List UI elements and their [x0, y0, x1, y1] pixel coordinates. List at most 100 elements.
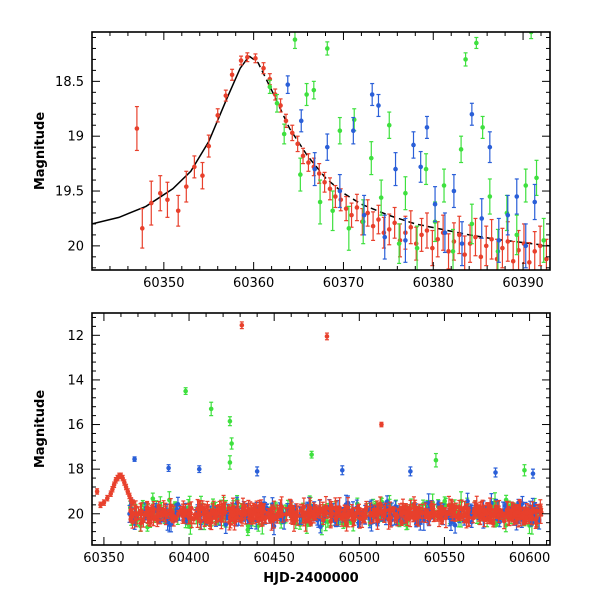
bottom-panel: 60350 60400 60450 60500 60550 60600 12 14 16 18 20…	[33, 312, 551, 586]
data-point-red	[386, 213, 392, 246]
data-point-green	[337, 116, 343, 145]
baseline-point-red	[207, 511, 213, 530]
data-point-red	[397, 223, 403, 258]
baseline-point-red	[221, 502, 226, 520]
data-point-blue	[479, 198, 485, 239]
baseline-point-red	[339, 508, 345, 527]
data-point-green	[495, 228, 501, 270]
data-point-red	[261, 62, 266, 75]
baseline-point-blue	[436, 500, 441, 507]
data-point-red	[306, 153, 311, 172]
baseline-point-red	[517, 500, 522, 516]
data-point-red	[238, 55, 244, 66]
data-point-blue	[369, 82, 375, 107]
baseline-point-red	[280, 506, 285, 523]
outlier-point-blue	[254, 466, 260, 477]
data-point-red	[365, 199, 370, 227]
y-tick-label: 14	[67, 373, 84, 388]
data-point-blue	[514, 178, 520, 215]
data-point-green	[423, 153, 429, 186]
data-point-blue	[469, 102, 475, 126]
baseline-point-red	[372, 504, 377, 518]
baseline-point-red	[444, 510, 449, 517]
baseline-point-red	[351, 515, 356, 523]
baseline-point-red	[287, 498, 293, 515]
data-point-blue	[298, 109, 304, 133]
baseline-point-red	[355, 505, 361, 512]
data-point-blue	[312, 152, 318, 187]
model-curve-rise	[92, 55, 250, 225]
data-point-green	[523, 168, 529, 203]
x-tick-label: 60450	[253, 551, 294, 566]
outlier-point-blue	[166, 464, 171, 472]
data-point-red	[516, 229, 521, 270]
data-point-green	[311, 80, 317, 100]
outlier-point-green	[309, 450, 314, 459]
baseline-point-red	[426, 511, 432, 526]
data-point-blue	[424, 115, 430, 139]
data-point-blue	[451, 173, 457, 209]
baseline-point-red	[320, 514, 326, 525]
outlier-point-green	[522, 464, 527, 477]
x-tick-label: 60370	[323, 276, 364, 291]
data-point-green	[541, 217, 547, 263]
data-point-green	[304, 82, 309, 107]
baseline-point-red	[393, 512, 399, 519]
data-point-red	[413, 226, 419, 261]
peak-point	[101, 499, 107, 506]
baseline-point-red	[243, 504, 248, 525]
data-point-green	[378, 179, 384, 216]
data-point-red	[510, 240, 516, 270]
baseline-point-red	[159, 508, 165, 522]
data-point-red	[408, 210, 414, 245]
data-point-green	[274, 93, 280, 113]
outlier-point-blue	[132, 456, 137, 462]
data-point-blue	[382, 214, 388, 260]
data-point-red	[200, 161, 205, 190]
baseline-point-red	[168, 505, 173, 515]
baseline-point-red	[438, 502, 444, 521]
baseline-point-red	[188, 501, 194, 515]
peak-point	[105, 494, 110, 502]
data-point-green	[414, 225, 420, 270]
data-point-red	[343, 195, 349, 222]
data-point-blue	[337, 173, 343, 209]
data-point-blue	[505, 194, 511, 236]
data-point-green	[346, 205, 352, 251]
baseline-point-red	[524, 503, 530, 523]
top-panel: 60350 60360 60370 60380 60390 18.5 19 19.5 20 Mag…	[33, 31, 551, 291]
data-point-red	[245, 52, 250, 63]
baseline-point-red	[173, 515, 179, 523]
baseline-point-red	[498, 508, 504, 516]
x-tick-label: 60600	[509, 551, 550, 566]
outlier-point-red	[324, 332, 330, 341]
data-point-red	[500, 227, 505, 269]
data-point-red	[157, 175, 163, 212]
data-point-blue	[285, 75, 291, 95]
baseline-point-red	[534, 508, 539, 528]
baseline-point-red	[131, 508, 137, 519]
data-point-red	[322, 171, 327, 193]
data-point-green	[281, 123, 287, 145]
outlier-point-green	[208, 401, 214, 417]
data-point-red	[456, 215, 462, 255]
data-point-green	[458, 135, 464, 164]
x-tick-label: 60350	[143, 276, 184, 291]
baseline-point-red	[216, 504, 222, 515]
data-point-red	[165, 181, 170, 218]
data-point-green	[267, 79, 273, 95]
data-point-red	[206, 134, 212, 158]
peak-point	[130, 499, 136, 506]
baseline-point-red	[271, 500, 277, 516]
data-point-green	[324, 41, 330, 56]
data-point-green	[292, 32, 298, 50]
data-point-red	[192, 155, 197, 179]
baseline-point-red	[529, 508, 535, 526]
baseline-point-red	[432, 503, 437, 522]
baseline-point-red	[178, 505, 183, 516]
data-point-red	[278, 98, 283, 113]
baseline-point-red	[531, 506, 537, 515]
baseline-point-red	[474, 495, 480, 517]
baseline-point-red	[419, 503, 425, 523]
data-point-blue	[351, 116, 356, 145]
